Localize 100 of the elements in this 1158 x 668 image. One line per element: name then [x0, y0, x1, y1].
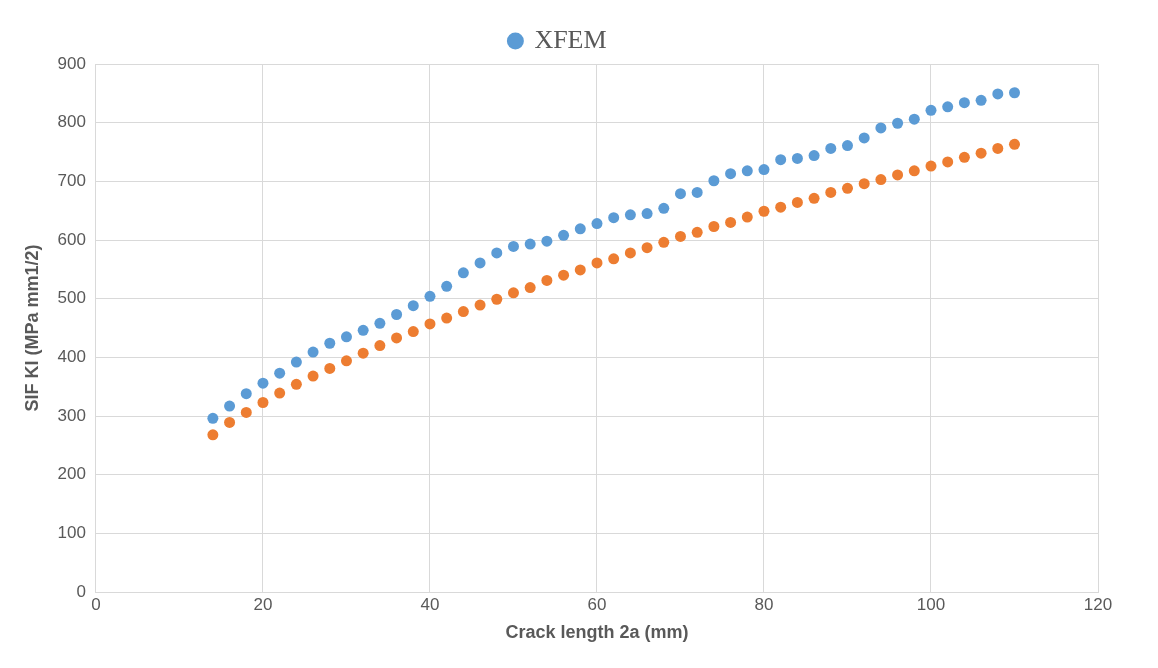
point — [708, 175, 720, 187]
x-axis-title: Crack length 2a (mm) — [505, 622, 689, 643]
point — [992, 88, 1004, 100]
point — [825, 142, 837, 154]
point — [541, 235, 553, 247]
point — [274, 387, 286, 399]
point — [574, 223, 586, 235]
point — [641, 242, 653, 254]
point — [591, 257, 603, 269]
point — [958, 151, 970, 163]
y-tick-label: 300 — [57, 405, 86, 425]
y-tick-label: 700 — [57, 171, 86, 191]
point — [858, 178, 870, 190]
point — [674, 230, 686, 242]
point — [324, 362, 336, 374]
y-tick-label: 900 — [57, 53, 86, 73]
x-tick-label: 20 — [253, 594, 273, 614]
point — [775, 154, 787, 166]
point — [257, 377, 269, 389]
point — [474, 299, 486, 311]
x-tick-label: 0 — [91, 594, 101, 614]
legend-label: XFEM — [534, 24, 607, 54]
point — [474, 257, 486, 269]
y-tick-label: 600 — [57, 229, 86, 249]
point — [925, 160, 937, 172]
point — [942, 156, 954, 168]
point — [875, 122, 887, 134]
point — [691, 186, 703, 198]
point — [658, 236, 670, 248]
point — [224, 416, 236, 428]
x-tick-label: 80 — [754, 594, 774, 614]
point — [407, 300, 419, 312]
point — [741, 211, 753, 223]
x-tick-label: 100 — [916, 594, 946, 614]
point — [975, 94, 987, 106]
point — [424, 290, 436, 302]
point — [658, 202, 670, 214]
point — [541, 274, 553, 286]
point — [391, 309, 403, 321]
y-tick-label: 200 — [57, 464, 86, 484]
point — [608, 212, 620, 224]
point — [624, 247, 636, 259]
point — [892, 117, 904, 129]
point — [942, 101, 954, 113]
point — [892, 169, 904, 181]
y-tick-label: 100 — [57, 523, 86, 543]
point — [725, 168, 737, 180]
point — [391, 332, 403, 344]
y-tick-label: 800 — [57, 112, 86, 132]
point — [908, 165, 920, 177]
point — [307, 370, 319, 382]
point — [207, 429, 219, 441]
point — [691, 226, 703, 238]
point — [340, 331, 352, 343]
point — [524, 282, 536, 294]
point — [925, 104, 937, 116]
point — [307, 346, 319, 358]
point — [975, 147, 987, 159]
point — [357, 347, 369, 359]
point — [457, 306, 469, 318]
point — [257, 397, 269, 409]
point — [841, 140, 853, 152]
x-tick-label: 40 — [420, 594, 440, 614]
point — [1009, 87, 1020, 99]
point — [574, 264, 586, 276]
point — [624, 209, 636, 221]
point — [992, 142, 1004, 154]
point — [725, 216, 737, 228]
point — [808, 150, 820, 162]
y-axis-title: SIF KI (MPa mm1/2) — [21, 244, 42, 412]
x-tick-label: 120 — [1083, 594, 1113, 614]
point — [507, 287, 519, 299]
point — [507, 240, 519, 252]
point — [290, 378, 302, 390]
point — [958, 97, 970, 109]
point — [441, 312, 453, 324]
point — [875, 174, 887, 186]
point — [641, 208, 653, 220]
point — [207, 412, 219, 424]
point — [825, 186, 837, 198]
point — [324, 337, 336, 349]
point — [608, 253, 620, 265]
point — [240, 388, 252, 400]
point — [858, 132, 870, 144]
point — [674, 188, 686, 200]
y-tick-label: 0 — [76, 581, 86, 601]
point — [791, 152, 803, 164]
point — [491, 247, 503, 259]
point — [491, 293, 503, 305]
point — [457, 267, 469, 279]
point — [1009, 138, 1020, 150]
point — [758, 164, 770, 176]
point — [524, 238, 536, 250]
point — [841, 182, 853, 194]
point — [908, 113, 920, 125]
point — [775, 201, 787, 213]
point — [558, 269, 570, 281]
point — [374, 317, 386, 329]
point — [357, 324, 369, 336]
point — [424, 318, 436, 330]
